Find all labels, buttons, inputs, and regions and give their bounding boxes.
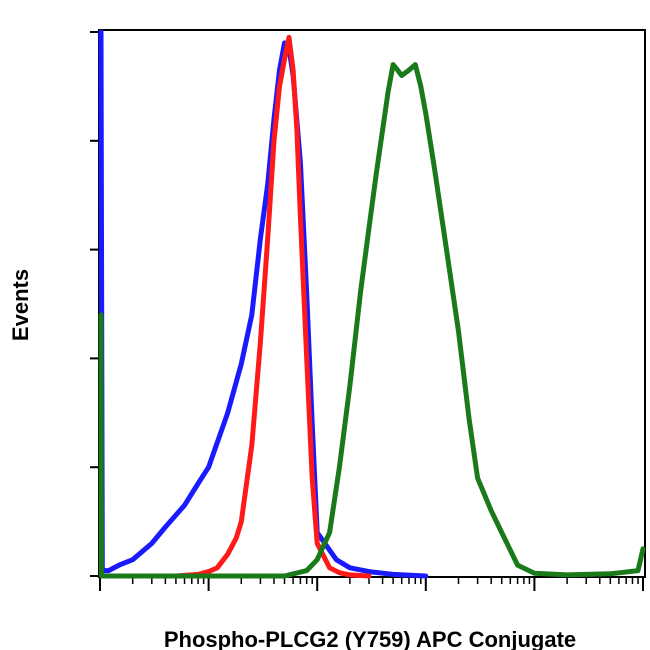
axis-ticks: [90, 31, 644, 591]
y-axis-label: Events: [8, 269, 33, 341]
series-layer: [98, 29, 646, 579]
plot-frame: [98, 29, 646, 578]
x-axis-label: Phospho-PLCG2 (Y759) APC Conjugate: [164, 627, 576, 650]
series-line-3: [98, 62, 646, 579]
series-line-2: [173, 34, 372, 579]
